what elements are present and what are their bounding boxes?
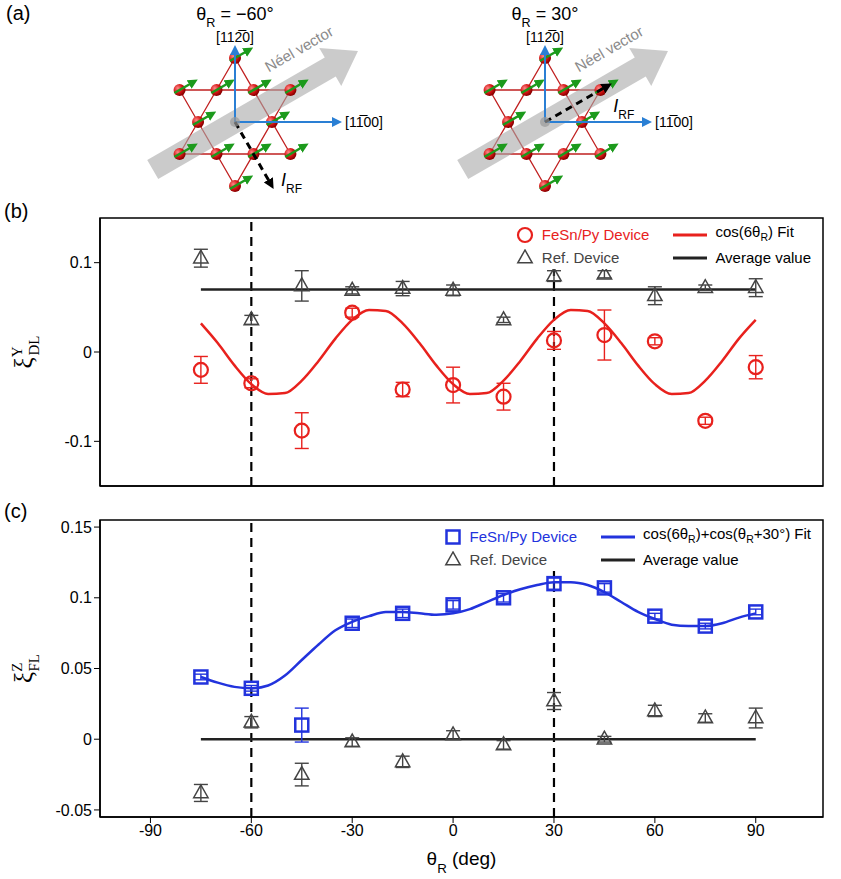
svg-text:[11̅00]: [11̅00] xyxy=(345,114,383,130)
html-text:cos(6 θR)+cos(θR+30°) Fit: cos(6 θR)+cos(θR+30°) Fit xyxy=(643,525,811,545)
svg-text:[112̅0]: [112̅0] xyxy=(526,29,564,45)
svg-text:ξYDL: ξYDL xyxy=(9,336,42,369)
svg-text:30: 30 xyxy=(545,822,563,839)
svg-text:-0.1: -0.1 xyxy=(64,433,92,450)
svg-text:0.15: 0.15 xyxy=(61,519,92,536)
html-text:FeSn/Py Device: FeSn/Py Device xyxy=(469,527,578,545)
svg-text:0.05: 0.05 xyxy=(61,660,92,677)
svg-text:Néel vector: Néel vector xyxy=(572,22,646,75)
svg-text:0: 0 xyxy=(449,822,458,839)
svg-text:IRF: IRF xyxy=(613,96,634,122)
svg-text:IRF: IRF xyxy=(281,170,302,196)
html-text:cos(6 θR) Fit: cos(6 θR) Fit xyxy=(715,223,794,243)
svg-text:[11̅00]: [11̅00] xyxy=(655,114,693,130)
svg-text:ξZFL: ξZFL xyxy=(9,654,42,683)
svg-text:θR (deg): θR (deg) xyxy=(427,848,497,876)
svg-text:Néel vector: Néel vector xyxy=(262,22,336,75)
html-text:Ref. Device: Ref. Device xyxy=(469,551,547,568)
svg-text:-90: -90 xyxy=(139,822,162,839)
svg-text:-60: -60 xyxy=(240,822,263,839)
html-text:Average value: Average value xyxy=(643,551,739,568)
svg-text:[112̅0]: [112̅0] xyxy=(216,29,254,45)
svg-text:0: 0 xyxy=(83,344,92,361)
svg-text:-0.05: -0.05 xyxy=(56,802,93,819)
html-text:Average value: Average value xyxy=(715,249,811,266)
svg-text:θR = −60°: θR = −60° xyxy=(196,4,273,30)
html-text:FeSn/Py Device: FeSn/Py Device xyxy=(541,225,650,243)
svg-text:0.1: 0.1 xyxy=(70,254,92,271)
html-text:(b): (b) xyxy=(4,200,29,222)
svg-text:-30: -30 xyxy=(341,822,364,839)
html-text:Ref. Device: Ref. Device xyxy=(541,249,620,266)
html-text:(c): (c) xyxy=(4,500,28,522)
svg-text:60: 60 xyxy=(646,822,664,839)
svg-text:90: 90 xyxy=(747,822,765,839)
svg-text:(a): (a) xyxy=(6,2,30,24)
svg-text:0.1: 0.1 xyxy=(70,589,92,606)
svg-text:θR = 30°: θR = 30° xyxy=(512,4,579,30)
svg-text:0: 0 xyxy=(83,731,92,748)
